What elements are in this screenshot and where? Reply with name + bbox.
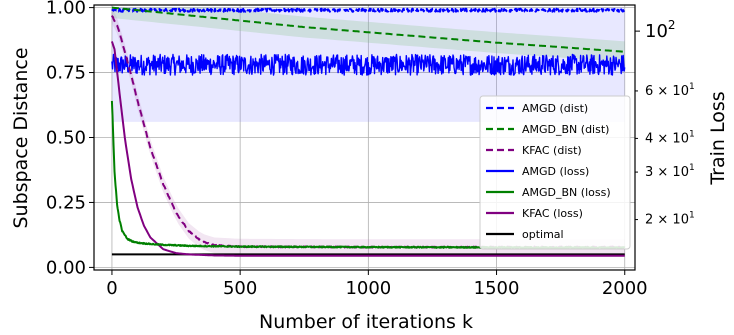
legend-label: AMGD (dist) <box>522 102 588 115</box>
legend-label: AMGD (loss) <box>522 165 589 178</box>
series-line-amgd-loss <box>111 53 626 76</box>
x-tick-label: 0 <box>106 278 117 299</box>
series-line-amgd-dist <box>111 7 626 13</box>
x-axis-label: Number of iterations k <box>259 311 473 333</box>
series-line-kfac-loss <box>110 41 625 257</box>
legend-label: AMGD_BN (dist) <box>522 123 609 136</box>
legend-label: optimal <box>522 228 564 241</box>
legend: AMGD (dist) AMGD_BN (dist) KFAC (dist) AMGD… <box>479 95 631 250</box>
x-tick-label: 2000 <box>602 278 648 299</box>
x-tick-label: 1000 <box>345 278 391 299</box>
y2-tick-label: 6 × 101 <box>645 82 695 99</box>
y-tick-label: 0.00 <box>46 257 86 278</box>
x-axis: 0 500 1000 1500 2000 <box>106 270 648 299</box>
y-tick-label: 0.25 <box>46 192 86 213</box>
y2-tick-label: 2 × 101 <box>645 211 695 228</box>
legend-frame <box>479 95 631 250</box>
y-axis-left: 0.00 0.25 0.50 0.75 1.00 <box>46 0 94 278</box>
x-tick-label: 500 <box>223 278 257 299</box>
amgd-bn-dist-band <box>111 7 625 63</box>
legend-label: KFAC (dist) <box>522 144 582 157</box>
y-tick-label: 0.75 <box>46 63 86 84</box>
series-lines <box>110 6 626 257</box>
y-axis-right: 102 6 × 101 4 × 101 3 × 101 2 × 101 <box>635 18 695 228</box>
series-line-kfac-dist <box>110 15 626 249</box>
y-tick-label: 0.50 <box>46 128 86 149</box>
series-line-amgd-bn-dist <box>111 6 625 53</box>
y2-tick-label: 102 <box>645 18 676 42</box>
legend-label: KFAC (loss) <box>522 207 583 220</box>
y-axis-label: Subspace Distance <box>10 47 32 228</box>
x-tick-label: 1500 <box>474 278 520 299</box>
y2-axis-label: Train Loss <box>707 91 729 185</box>
y-tick-label: 1.00 <box>46 0 86 19</box>
y2-tick-label: 4 × 101 <box>645 129 695 146</box>
y2-tick-label: 3 × 101 <box>645 163 695 180</box>
legend-label: AMGD_BN (loss) <box>522 186 611 199</box>
